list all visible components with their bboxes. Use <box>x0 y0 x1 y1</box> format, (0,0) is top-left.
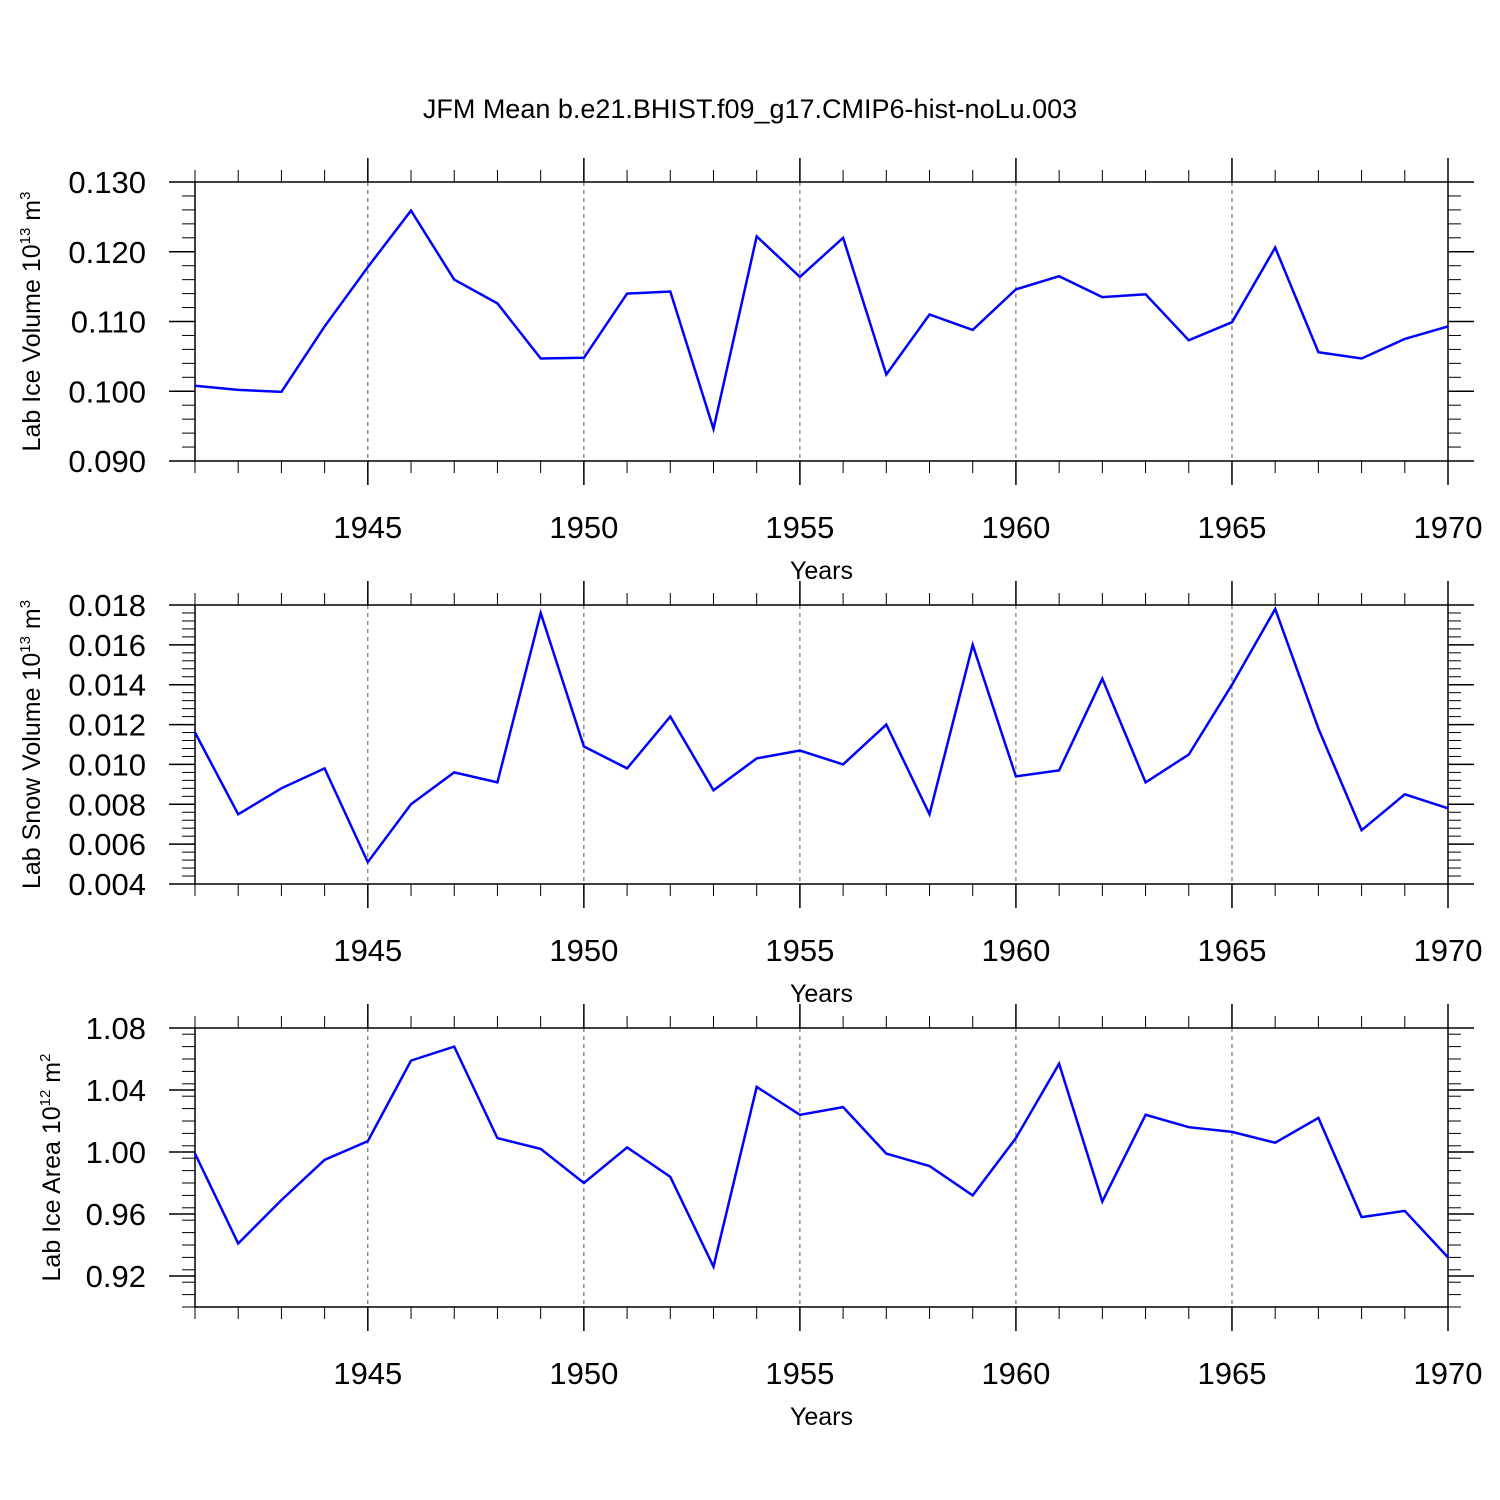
panels: 1945 1950 1955 1960 1965 1970 Years 0.090 0.100 0… <box>17 158 1482 1431</box>
x-tick-label: 1955 <box>765 510 834 545</box>
x-tick-label: 1950 <box>549 933 618 968</box>
y-tick-label: 0.016 <box>68 628 146 663</box>
x-tick-label: 1970 <box>1414 510 1483 545</box>
panel-3: 1945 1950 1955 1960 1965 1970 Years 0.92 0.96 1.0… <box>37 1004 1482 1431</box>
y-tick-label: 0.130 <box>68 165 146 200</box>
y-axis-label: Lab Ice Area 1012 m2 <box>37 1054 66 1282</box>
y-tick-label: 0.014 <box>68 668 146 703</box>
x-tick-label: 1960 <box>981 1356 1050 1391</box>
y-axis-label-superscript: 13 <box>17 636 34 653</box>
x-axis-label: Years <box>790 980 853 1008</box>
y-axis-label-superscript: 13 <box>17 228 34 245</box>
y-tick-label: 0.006 <box>68 827 146 862</box>
plot-frame <box>194 604 1449 885</box>
x-tick-label: 1955 <box>765 1356 834 1391</box>
y-tick-label: 0.012 <box>68 708 146 743</box>
y-tick-label: 0.008 <box>68 787 146 822</box>
x-tick-label: 1970 <box>1414 1356 1483 1391</box>
panel-2: 1945 1950 1955 1960 1965 1970 Years 0.004 0.006 0… <box>17 581 1482 1008</box>
y-axis-label-part: m <box>38 1062 66 1090</box>
series-line <box>193 1045 1449 1271</box>
y-tick-label: 0.96 <box>86 1197 146 1232</box>
y-tick-label: 1.00 <box>86 1135 146 1170</box>
plot-frame <box>194 181 1449 462</box>
y-tick-label: 0.100 <box>68 374 146 409</box>
y-tick-label: 0.110 <box>71 305 146 340</box>
x-tick-label: 1950 <box>549 510 618 545</box>
x-axis-label: Years <box>790 1403 853 1431</box>
y-axis-label-part: Lab Snow Volume 10 <box>18 653 46 889</box>
y-axis-label-superscript: 3 <box>17 600 34 608</box>
y-tick-label: 0.004 <box>68 867 146 902</box>
x-tick-label: 1945 <box>333 1356 402 1391</box>
series-line <box>193 606 1449 865</box>
y-axis-label: Lab Ice Volume 1013 m3 <box>17 192 46 452</box>
y-axis-label-part: Lab Ice Area 10 <box>38 1106 66 1281</box>
x-tick-label: 1960 <box>981 933 1050 968</box>
panel-1: 1945 1950 1955 1960 1965 1970 Years 0.090 0.100 0… <box>17 158 1482 585</box>
x-tick-label: 1950 <box>549 1356 618 1391</box>
y-axis-label: Lab Snow Volume 1013 m3 <box>17 600 46 889</box>
y-axis-label-superscript: 12 <box>37 1090 54 1107</box>
y-tick-label: 0.010 <box>68 747 146 782</box>
x-tick-label: 1945 <box>333 510 402 545</box>
x-tick-label: 1965 <box>1197 510 1266 545</box>
x-tick-label: 1960 <box>981 510 1050 545</box>
x-tick-label: 1965 <box>1197 1356 1266 1391</box>
series-line <box>194 208 1449 434</box>
x-axis-label: Years <box>790 557 853 585</box>
y-tick-label: 0.090 <box>68 444 146 479</box>
y-tick-label: 1.04 <box>86 1073 146 1108</box>
plot-frame <box>194 1027 1449 1308</box>
y-axis-label-superscript: 3 <box>17 192 34 200</box>
y-axis-label-part: Lab Ice Volume 10 <box>18 244 46 451</box>
x-tick-label: 1970 <box>1414 933 1483 968</box>
y-tick-label: 0.92 <box>86 1259 146 1294</box>
figure-title: JFM Mean b.e21.BHIST.f09_g17.CMIP6-hist-… <box>423 94 1077 124</box>
y-axis-label-part: m <box>18 608 46 636</box>
y-axis-label-superscript: 2 <box>37 1054 54 1062</box>
x-tick-label: 1955 <box>765 933 834 968</box>
y-axis-label-part: m <box>18 200 46 228</box>
y-tick-label: 0.018 <box>68 588 146 623</box>
y-tick-label: 0.120 <box>68 235 146 270</box>
y-tick-label: 1.08 <box>86 1011 146 1046</box>
x-tick-label: 1945 <box>333 933 402 968</box>
x-tick-label: 1965 <box>1197 933 1266 968</box>
